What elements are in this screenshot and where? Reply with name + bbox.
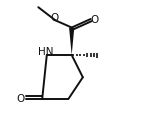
Text: O: O [16, 94, 25, 104]
Text: HN: HN [38, 47, 54, 57]
Text: O: O [51, 13, 59, 23]
Text: O: O [90, 15, 99, 25]
Polygon shape [69, 28, 74, 55]
